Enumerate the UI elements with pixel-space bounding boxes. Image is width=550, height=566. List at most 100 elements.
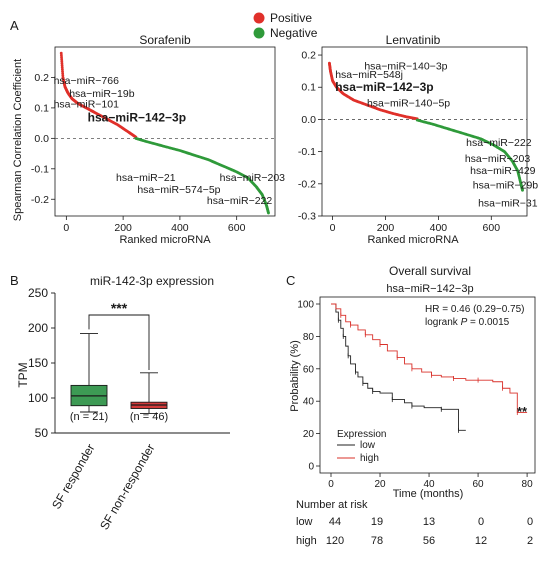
lenvatinib-y-tick-label: -0.2	[298, 178, 316, 190]
sorafenib-y-tick-label: 0.1	[34, 102, 49, 114]
sorafenib-y-tick-label: -0.1	[31, 163, 49, 175]
sorafenib-positive-point	[59, 53, 63, 57]
boxplot-n-label: (n = 46)	[130, 411, 168, 423]
lenvatinib-x-axis-label: Ranked microRNA	[367, 234, 459, 246]
risk-cell: 13	[423, 516, 435, 528]
logrank-text: logrank P = 0.0015	[425, 317, 510, 328]
sorafenib-annotation: hsa−miR−21	[116, 172, 176, 184]
legend-negative-label: Negative	[270, 26, 318, 40]
hazard-ratio-text: HR = 0.46 (0.29−0.75)	[425, 304, 525, 315]
risk-cell: 19	[371, 516, 383, 528]
risk-cell: 12	[475, 535, 487, 547]
lenvatinib-annotation: hsa−miR−429	[470, 165, 536, 177]
sorafenib-y-tick-label: 0.0	[34, 133, 49, 145]
survival-y-tick-label: 100	[297, 300, 314, 311]
lenvatinib-y-tick-label: 0.0	[301, 114, 316, 126]
sorafenib-y-tick-label: -0.2	[31, 194, 49, 206]
lenvatinib-annotation: hsa−miR−29b	[473, 180, 539, 192]
survival-x-axis-label: Time (months)	[393, 488, 464, 500]
lenvatinib-negative-point	[521, 188, 524, 192]
boxplot-y-tick-label: 200	[28, 321, 48, 335]
sorafenib-positive-point	[61, 71, 65, 75]
sorafenib-title: Sorafenib	[139, 33, 191, 47]
lenvatinib-title: Lenvatinib	[386, 33, 441, 47]
boxplot-significance-bracket	[88, 314, 150, 370]
survival-y-tick-label: 60	[303, 364, 315, 375]
legend-positive-label: Positive	[270, 11, 312, 25]
lenvatinib-x-tick-label: 200	[377, 222, 395, 234]
sorafenib-y-tick-label: 0.2	[34, 72, 49, 84]
survival-y-axis-label: Probability (%)	[289, 340, 301, 412]
survival-title: Overall survival	[389, 264, 471, 278]
lenvatinib-x-tick-label: 0	[330, 222, 336, 234]
survival-legend-title: Expression	[337, 429, 386, 440]
sorafenib-positive-point	[60, 65, 64, 69]
boxplot-title: miR-142-3p expression	[90, 274, 214, 288]
boxplot-category-label: SF responder	[49, 441, 97, 511]
sorafenib-x-tick-label: 400	[171, 222, 189, 234]
risk-cell: 78	[371, 535, 383, 547]
sorafenib-positive-point	[60, 63, 64, 67]
risk-cell: 56	[423, 535, 435, 547]
survival-y-tick-label: 40	[303, 397, 315, 408]
survival-y-tick-label: 0	[308, 462, 314, 473]
sorafenib-positive-point	[60, 61, 64, 65]
survival-subtitle: hsa−miR−142−3p	[386, 283, 473, 295]
sorafenib-annotation: hsa−miR−766	[54, 75, 120, 87]
sorafenib-negative-point	[267, 211, 270, 215]
lenvatinib-y-tick-label: -0.1	[298, 146, 316, 158]
lenvatinib-annotation: hsa−miR−31	[478, 197, 538, 209]
lenvatinib-y-tick-label: 0.1	[301, 82, 316, 94]
sorafenib-annotation: hsa−miR−203	[220, 172, 286, 184]
survival-y-tick-label: 20	[303, 429, 315, 440]
sorafenib-x-tick-label: 0	[63, 222, 69, 234]
lenvatinib-x-tick-label: 600	[483, 222, 501, 234]
survival-plot-frame	[319, 296, 536, 474]
sorafenib-chart: Sorafenib 0 200 400 600 -0.2 -0.1 0.0 0.1 0.2 hsa…	[12, 33, 285, 246]
lenvatinib-annotation: hsa−miR−548j	[335, 69, 403, 81]
panel-label-c: C	[286, 273, 295, 288]
sorafenib-annotation: hsa−miR−142−3p	[88, 111, 186, 125]
sorafenib-positive-point	[60, 59, 64, 63]
sorafenib-positive-point	[60, 57, 64, 61]
legend-negative-marker	[253, 27, 265, 39]
legend-positive-marker	[253, 12, 265, 24]
panel-label-b: B	[10, 273, 19, 288]
sorafenib-plot-frame	[54, 46, 276, 217]
survival-y-tick-label: 80	[303, 332, 315, 343]
boxplot-category-label: SF non-responder	[97, 442, 157, 533]
expression-boxplot: miR-142-3p expression 50 100 150 200 250 (n =…	[16, 274, 230, 532]
risk-row-label-high: high	[296, 535, 317, 547]
lenvatinib-y-tick-label: -0.3	[298, 211, 316, 223]
risk-cell: 120	[326, 535, 344, 547]
boxplot-y-tick-label: 250	[28, 286, 48, 300]
lenvatinib-annotation: hsa−miR−142−3p	[335, 80, 433, 94]
boxplot-y-tick-label: 100	[28, 391, 48, 405]
risk-cell: 0	[478, 516, 484, 528]
sorafenib-positive-point	[60, 67, 64, 71]
boxplot-y-tick-label: 50	[35, 426, 49, 440]
sorafenib-positive-point	[59, 51, 63, 55]
lenvatinib-chart: Lenvatinib 0 200 400 600 -0.3 -0.2 -0.1 0.0 0.1 0…	[298, 33, 538, 246]
lenvatinib-plot-frame	[321, 46, 528, 217]
risk-cell: 2	[527, 535, 533, 547]
boxplot-significance: ***	[111, 300, 128, 316]
boxplot-y-axis-label: TPM	[16, 362, 30, 387]
survival-x-tick-label: 60	[473, 479, 485, 490]
panel-label-a: A	[10, 18, 19, 33]
sorafenib-positive-point	[60, 55, 63, 59]
risk-cell: 0	[527, 516, 533, 528]
risk-table-title: Number at risk	[296, 499, 368, 511]
lenvatinib-x-tick-label: 400	[430, 222, 448, 234]
survival-legend-label-high: high	[360, 453, 379, 464]
sorafenib-annotation: hsa−miR−19b	[69, 88, 135, 100]
sorafenib-positive-point	[61, 69, 64, 73]
survival-chart: Overall survival hsa−miR−142−3p 0 20 40 60 8…	[289, 264, 536, 547]
sorafenib-annotation: hsa−miR−574−5p	[137, 184, 220, 196]
lenvatinib-annotation: hsa−miR−140−5p	[367, 98, 450, 110]
survival-x-tick-label: 80	[522, 479, 534, 490]
risk-row-label-low: low	[296, 516, 313, 528]
lenvatinib-y-tick-label: 0.2	[301, 50, 316, 62]
survival-x-tick-label: 0	[328, 479, 334, 490]
